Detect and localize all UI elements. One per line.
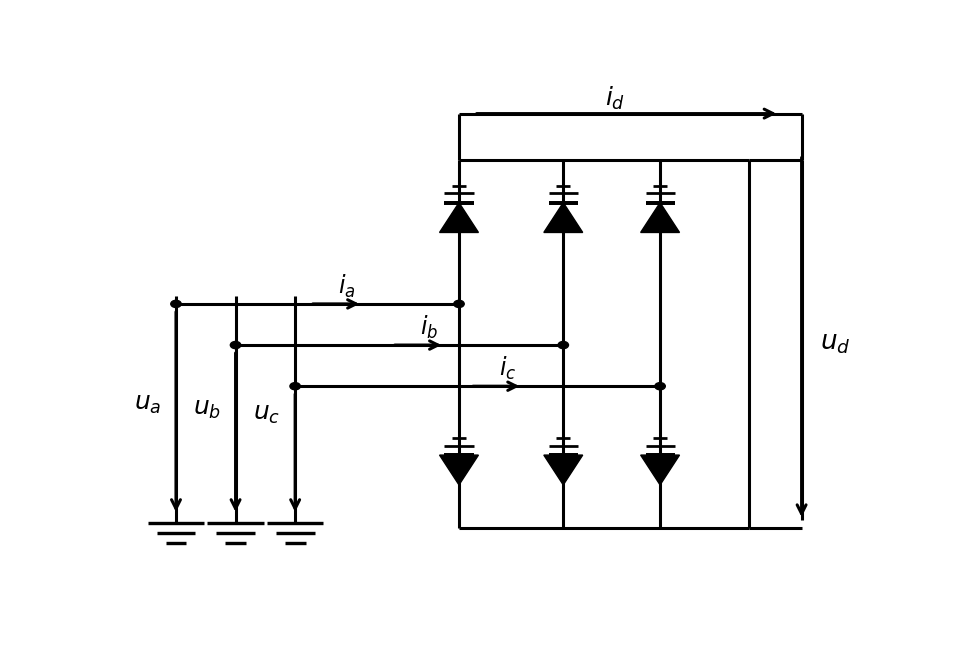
Polygon shape [641,202,679,232]
Text: $i_d$: $i_d$ [605,85,626,112]
Text: $u_b$: $u_b$ [193,398,221,421]
Text: $u_c$: $u_c$ [254,403,281,426]
Text: $u_a$: $u_a$ [134,393,161,415]
Circle shape [231,341,241,349]
Text: $i_b$: $i_b$ [420,313,438,341]
Circle shape [654,383,665,390]
Polygon shape [641,455,679,485]
Circle shape [558,341,569,349]
Circle shape [454,301,464,307]
Polygon shape [544,202,582,232]
Circle shape [290,383,301,390]
Polygon shape [439,455,479,485]
Text: $u_d$: $u_d$ [820,331,850,356]
Polygon shape [439,202,479,232]
Circle shape [171,301,182,307]
Text: $i_c$: $i_c$ [499,355,516,382]
Polygon shape [544,455,582,485]
Text: $i_a$: $i_a$ [338,273,357,299]
